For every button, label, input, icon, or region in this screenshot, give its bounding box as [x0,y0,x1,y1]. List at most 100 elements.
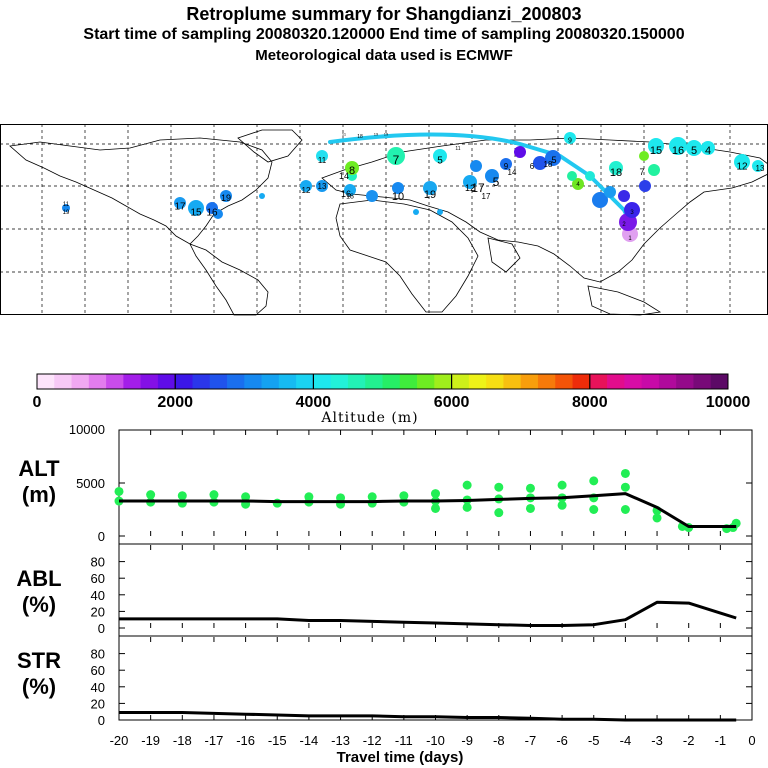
colorbar-swatch [175,374,193,389]
y-tick-label: 20 [91,604,105,619]
plume-day-label: 13 [756,164,765,173]
colorbar-swatch [192,374,211,389]
y-tick-label: 0 [98,713,105,728]
colorbar-swatch [54,374,72,389]
altitude-point [114,486,124,496]
colorbar-swatch [244,374,262,389]
colorbar-tick-label: 10000 [705,394,751,411]
colorbar-swatch [624,374,643,389]
plume-day-label: 5 [551,155,556,165]
altitude-point [462,480,472,490]
plume-day-label: 17 [471,181,485,195]
plume-day-label: 18 [544,160,553,169]
altitude-point [431,489,440,499]
plume-marker [618,190,630,202]
colorbar-swatch [261,374,280,389]
colorbar-swatch [434,374,452,389]
plume-marker [387,147,405,165]
colorbar-swatch [88,374,107,389]
colorbar-swatch [278,374,297,389]
plume-marker [437,209,443,215]
colorbar-swatch [313,374,332,389]
plume-day-label: 5 [691,145,697,157]
x-tick-label: -12 [363,733,382,748]
plume-day-label: 13 [318,182,327,191]
plume-marker [572,178,584,190]
plume-marker [433,149,447,163]
plume-day-label: 19 [63,210,70,216]
plume-marker [463,175,477,189]
x-tick-label: -4 [620,733,632,748]
plume-marker [514,146,526,158]
y-tick-label: 40 [91,680,105,695]
coastline [189,243,269,316]
plume-day-label: 15 [650,145,662,157]
colorbar-tick-label: 2000 [157,394,193,411]
series-line [119,600,737,627]
colorbar-swatch [641,374,660,389]
plume-marker [62,204,70,212]
altitude-point [494,508,504,518]
plume-marker [188,200,204,216]
plume-day-label: 14 [508,168,517,177]
plume-marker [734,154,750,170]
plots-frame [118,429,753,721]
y-tick-label: 60 [91,571,105,586]
plume-day-label: 12 [736,162,748,173]
colorbar-tick-label: 4000 [295,394,332,411]
plume-day-label: 19 [374,131,379,136]
altitude-point [241,492,251,502]
colorbar-swatch [330,374,349,389]
str-panel-label: STR (%) [17,648,61,699]
x-tick-label: -15 [268,733,287,748]
colorbar-swatch [209,374,228,389]
plume-marker [624,202,640,218]
x-tick-label: -5 [588,733,600,748]
altitude-point [525,483,535,493]
coastline [487,237,521,273]
coastline [587,285,662,316]
plume-marker [545,150,561,166]
plume-marker [485,169,499,183]
plume-marker [366,190,378,202]
x-tick-label: -10 [426,733,445,748]
plume-marker [300,180,312,192]
plume-day-label: 9 [568,137,572,144]
colorbar-swatch [296,374,314,389]
altitude-point [272,498,282,508]
altitude-point [209,490,219,500]
altitude-point [589,476,599,486]
colorbar-swatch [710,374,729,389]
plume-day-label: 7 [639,167,644,177]
altitude-point [557,500,567,510]
plume-marker [344,184,356,196]
colorbar-title: Altitude (m) [321,410,419,426]
colorbar-swatch [37,374,55,389]
plume-day-label: 11 [318,156,327,165]
plume-marker [648,164,660,176]
altitude-point [336,493,346,503]
plume-day-label: 4 [705,145,711,157]
altitude-point [589,505,599,514]
plume-day-label: 15 [190,208,202,219]
x-tick-label: -14 [300,733,319,748]
colorbar-swatch [658,374,677,389]
sampling-times: Start time of sampling 20080320.120000 E… [83,26,685,43]
plume-marker [648,138,664,154]
y-tick-label: 0 [98,621,105,636]
x-tick-label: -13 [331,733,350,748]
chart-title: Retroplume summary for Shangdianzi_20080… [186,4,582,24]
x-tick-label: -9 [461,733,473,748]
altitude-point [399,491,409,501]
x-tick-label: -19 [141,733,160,748]
altitude-point [431,503,440,513]
plume-marker [423,181,437,195]
x-tick-label: -7 [525,733,537,748]
alt-panel-label: ALT (m) [18,456,60,507]
colorbar-swatch [227,374,245,389]
altitude-point [177,491,187,501]
plume-day-label: 10 [392,191,404,203]
colorbar-swatch [520,374,539,389]
altitude-point [494,482,504,492]
